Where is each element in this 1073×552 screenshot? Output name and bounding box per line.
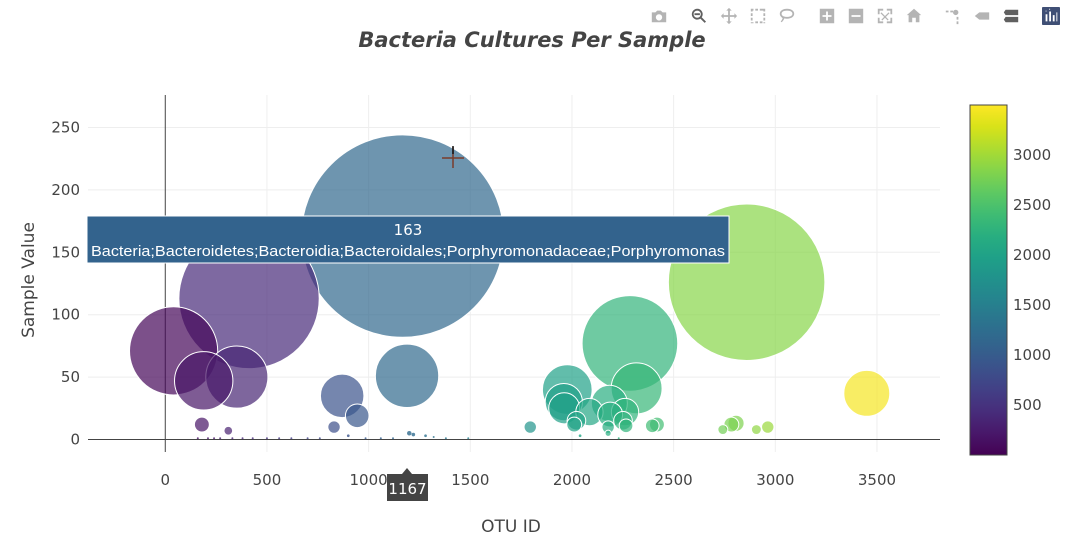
x-tick-label: 1000	[350, 471, 388, 489]
plotly-logo-icon[interactable]	[1040, 5, 1062, 27]
colorbar-tick-label: 500	[1013, 396, 1042, 414]
y-tick-label: 0	[70, 431, 80, 449]
y-tick-label: 200	[51, 181, 80, 199]
y-axis-label: Sample Value	[19, 222, 39, 338]
bubble-point	[843, 369, 891, 417]
bubble-point	[318, 437, 321, 440]
bubble-point	[523, 420, 537, 434]
y-tick-label: 250	[51, 118, 80, 136]
bubble-point	[392, 437, 395, 440]
bubble-point	[346, 434, 350, 438]
colorbar-gradient	[969, 104, 1008, 456]
x-tick-label: 500	[253, 471, 282, 489]
bubble-point	[219, 437, 222, 440]
lasso-icon[interactable]	[776, 5, 798, 27]
chart-title: Bacteria Cultures Per Sample	[358, 28, 705, 52]
colorbar-tick-label: 2000	[1013, 246, 1051, 264]
bubble-point	[213, 437, 216, 440]
crosshair-cursor	[442, 146, 464, 168]
bubble-point	[364, 437, 367, 440]
bubble-point	[604, 429, 612, 437]
bubble-point	[750, 424, 762, 435]
zoom-in-icon[interactable]	[816, 5, 838, 27]
y-tick-label: 50	[61, 368, 80, 386]
y-axis-ticks: 0 50 100 150 200 250	[51, 118, 80, 448]
pan-icon[interactable]	[718, 5, 740, 27]
bubble-point	[379, 437, 382, 440]
bubble-point	[265, 437, 268, 440]
colorbar-tick-label: 1500	[1013, 296, 1051, 314]
colorbar-tick-label: 2500	[1013, 196, 1051, 214]
bubble-point	[174, 351, 234, 411]
x-tick-label: 2000	[553, 471, 591, 489]
hover-x-label-pointer	[402, 468, 412, 474]
hover-x-label: 1167	[388, 480, 426, 498]
x-axis-label: OTU ID	[481, 517, 541, 537]
hover-label-text: Bacteria;Bacteroidetes;Bacteroidia;Bacte…	[91, 243, 725, 260]
x-tick-label: 3500	[858, 471, 896, 489]
bubble-point	[241, 437, 244, 440]
bubble-point	[411, 432, 416, 437]
hover-label: 163 Bacteria;Bacteroidetes;Bacteroidia;B…	[86, 215, 730, 501]
bubble-point	[223, 425, 234, 436]
bubble-point	[424, 434, 427, 438]
hover-closest-icon[interactable]	[971, 5, 993, 27]
zoom-out-icon[interactable]	[845, 5, 867, 27]
hover-x-label-box	[387, 474, 428, 501]
x-axis-ticks: 0 500 1000 1500 2000 2500 3000 3500	[160, 471, 896, 489]
autoscale-icon[interactable]	[874, 5, 896, 27]
bubble-point	[618, 418, 634, 434]
modebar	[648, 5, 1068, 27]
hover-label-value: 163	[394, 221, 423, 239]
x-tick-label: 0	[160, 471, 170, 489]
colorbar-tick-label: 1000	[1013, 346, 1051, 364]
colorbar: 500 1000 1500 2000 2500 3000	[969, 104, 1051, 456]
bubble-point	[578, 434, 582, 438]
bubble-point	[444, 437, 447, 440]
bubble-point	[278, 437, 281, 440]
x-tick-label: 3000	[756, 471, 794, 489]
bubble-point	[206, 437, 209, 440]
y-tick-label: 100	[51, 306, 80, 324]
bubble-point	[761, 420, 775, 434]
spike-lines-icon[interactable]	[942, 5, 964, 27]
bubble-point	[290, 437, 293, 440]
hover-label-box	[86, 215, 730, 264]
reset-axes-icon[interactable]	[903, 5, 925, 27]
bubble-point	[327, 420, 341, 434]
bubble-point	[617, 437, 620, 440]
box-select-icon[interactable]	[747, 5, 769, 27]
bubble-point	[196, 437, 199, 440]
bubble-point	[306, 437, 309, 440]
colorbar-ticks: 500 1000 1500 2000 2500 3000	[1013, 146, 1051, 414]
bubble-point	[717, 424, 729, 435]
x-tick-label: 2500	[655, 471, 693, 489]
bubble-point	[251, 437, 254, 440]
camera-icon[interactable]	[648, 5, 670, 27]
bubble-point	[432, 436, 435, 439]
colorbar-tick-label: 3000	[1013, 146, 1051, 164]
bubble-point	[467, 437, 470, 440]
bubble-point	[566, 416, 583, 433]
y-tick-label: 150	[51, 243, 80, 261]
bubble-point	[231, 437, 234, 440]
x-tick-label: 1500	[451, 471, 489, 489]
zoom-icon[interactable]	[688, 5, 710, 27]
bubble-point	[344, 403, 370, 429]
hover-compare-icon[interactable]	[1000, 5, 1022, 27]
bubble-point	[374, 343, 440, 409]
bubble-point	[193, 416, 210, 433]
bubble-point	[407, 431, 412, 436]
bubble-point	[644, 418, 660, 434]
